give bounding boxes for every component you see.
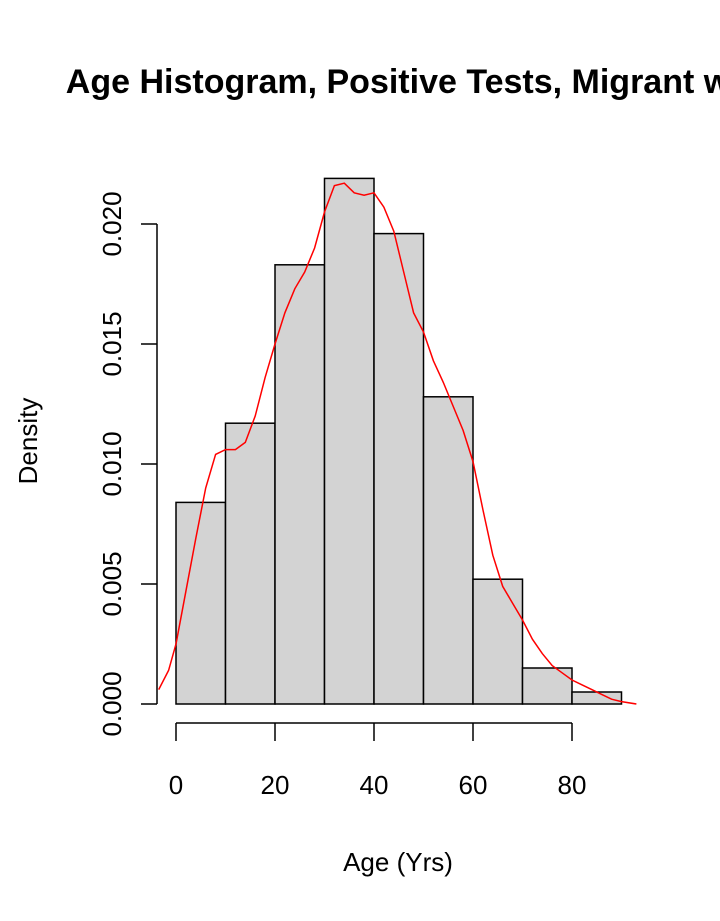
x-axis: 0 20 40 60 80	[169, 722, 587, 800]
bars-group	[175, 177, 623, 705]
histogram-bar	[521, 667, 573, 705]
histogram-bar	[422, 396, 474, 705]
x-tick-label: 80	[558, 770, 587, 800]
histogram-bar	[373, 232, 425, 705]
x-tick-label: 60	[459, 770, 488, 800]
histogram-bar	[571, 691, 623, 705]
x-tick-label: 0	[169, 770, 183, 800]
x-tick-label: 20	[261, 770, 290, 800]
y-tick-label: 0.000	[97, 671, 127, 736]
chart-title: Age Histogram, Positive Tests, Migrant w	[66, 63, 720, 101]
y-axis: 0.000 0.005 0.010 0.015 0.020	[97, 191, 158, 737]
histogram-bar	[472, 578, 524, 705]
histogram-bar	[224, 422, 276, 705]
density-curve	[158, 182, 637, 705]
y-tick-label: 0.010	[97, 431, 127, 496]
histogram-bar	[323, 177, 375, 705]
y-tick-label: 0.015	[97, 311, 127, 376]
y-tick-label: 0.020	[97, 191, 127, 256]
x-axis-label: Age (Yrs)	[343, 847, 453, 877]
y-tick-label: 0.005	[97, 551, 127, 616]
histogram-bar	[274, 264, 326, 705]
y-axis-label: Density	[13, 398, 43, 485]
x-tick-label: 40	[360, 770, 389, 800]
